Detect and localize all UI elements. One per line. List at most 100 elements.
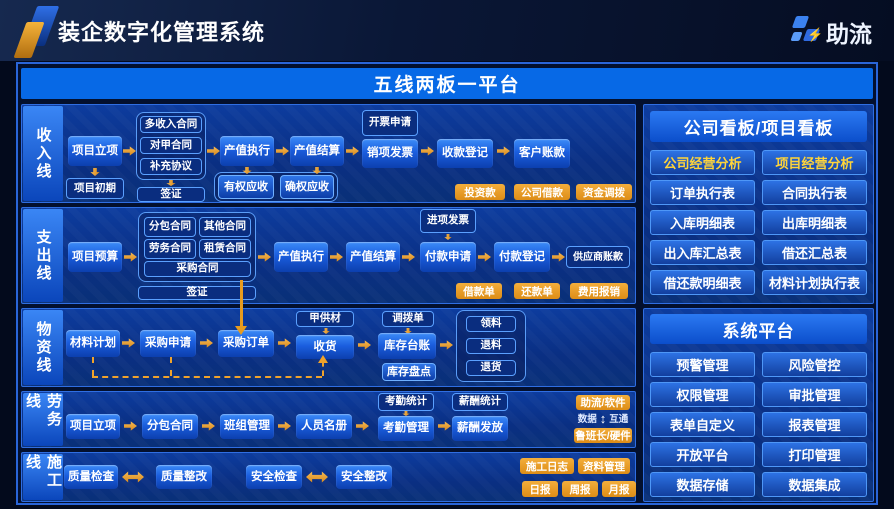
construction-line-label: 施工线 — [23, 454, 63, 500]
btn-material-plan-table: 材料计划执行表 — [762, 270, 867, 295]
node-output-exec: 产值执行 — [220, 136, 274, 166]
node-transfer-order: 调拨单 — [382, 311, 434, 327]
bolt-icon: ⚡ — [807, 27, 824, 42]
node-project-init: 项目立项 — [68, 136, 122, 166]
btn-risk-control: 风险管控 — [762, 352, 867, 377]
btn-borrow-detail-table: 借还款明细表 — [650, 270, 755, 295]
node-roster: 人员名册 — [296, 414, 352, 439]
node-invoice-apply: 开票申请 — [362, 110, 418, 136]
node-material-plan: 材料计划 — [66, 330, 120, 357]
tag-software: 助流/软件 — [576, 395, 630, 410]
arrow-down-icon — [242, 167, 252, 174]
brand-name: 助流 — [826, 21, 872, 47]
node-lease-contract: 租赁合同 — [199, 239, 251, 259]
btn-order-exec-table: 订单执行表 — [650, 180, 755, 205]
node-salary-stat: 薪酬统计 — [452, 393, 508, 411]
btn-open-platform: 开放平台 — [650, 442, 755, 467]
main-banner: 五线两板一平台 — [21, 68, 873, 99]
arrow-right-icon — [478, 252, 491, 262]
dashed-line — [92, 357, 94, 376]
node-visa: 签证 — [137, 187, 205, 202]
arrow-right-icon — [276, 146, 289, 156]
data-sync-row: 数据 ↕ 互通 — [566, 410, 640, 426]
arrow-down-icon — [166, 180, 176, 186]
app-title: 装企数字化管理系统 — [58, 20, 266, 45]
node-team-mgmt: 班组管理 — [220, 414, 274, 439]
node-sales-invoice: 销项发票 — [362, 139, 418, 168]
node-return-material: 退料 — [466, 338, 516, 354]
btn-inbound-detail-table: 入库明细表 — [650, 210, 755, 235]
arrow-right-icon — [200, 338, 213, 348]
tag-repay-bill: 还款单 — [514, 283, 560, 299]
system-panel-title: 系统平台 — [650, 314, 867, 344]
connector-purchase-line — [240, 280, 243, 326]
node-inventory-ledger: 库存台账 — [378, 333, 436, 359]
tag-expense-reimburse: 费用报销 — [570, 283, 628, 299]
node-project-init-labor: 项目立项 — [66, 414, 120, 439]
tag-fund-transfer: 资金调拨 — [576, 184, 632, 200]
node-entitled-receivable: 有权应收 — [218, 175, 274, 199]
node-project-early: 项目初期 — [66, 178, 124, 199]
arrow-right-icon — [202, 421, 215, 431]
node-confirmed-receivable: 确权应收 — [280, 175, 334, 199]
income-line-label: 收入线 — [23, 106, 63, 201]
node-attendance-stat: 考勤统计 — [378, 393, 434, 411]
node-supplement-agreement: 补充协议 — [140, 158, 202, 175]
arrow-right-icon — [356, 421, 369, 431]
header-bar — [0, 0, 894, 61]
tag-daily-report: 日报 — [522, 481, 558, 497]
btn-permission-mgmt: 权限管理 — [650, 382, 755, 407]
node-receipt-register: 收款登记 — [437, 139, 493, 168]
arrow-right-icon — [421, 146, 434, 156]
sync-right-label: 互通 — [609, 414, 629, 425]
arrow-right-icon — [258, 252, 271, 262]
arrow-right-icon — [552, 252, 565, 262]
connector-arrowhead-icon — [235, 326, 247, 335]
tag-construction-log: 施工日志 — [520, 458, 574, 474]
arrow-right-icon — [124, 421, 137, 431]
arrow-right-icon — [440, 340, 453, 350]
arrow-down-icon — [322, 328, 330, 334]
up-down-arrow-icon: ↕ — [599, 410, 607, 426]
arrow-down-icon — [90, 168, 100, 176]
double-arrow-icon — [306, 471, 328, 483]
node-input-invoice: 进项发票 — [420, 209, 476, 233]
node-output-exec-expense: 产值执行 — [274, 242, 328, 272]
node-attendance-mgmt: 考勤管理 — [378, 416, 434, 441]
tag-investment: 投资款 — [455, 184, 505, 200]
double-arrow-icon — [122, 471, 144, 483]
tag-hardware: 鲁班长/硬件 — [574, 428, 632, 443]
node-safety-rectify: 安全整改 — [336, 465, 392, 489]
node-pick-material: 领料 — [466, 316, 516, 332]
arrow-right-icon — [358, 340, 371, 350]
arrow-down-icon — [444, 234, 452, 240]
arrow-down-icon — [402, 411, 410, 416]
dashed-line — [92, 376, 322, 378]
arrow-right-icon — [497, 146, 510, 156]
tag-doc-mgmt: 资料管理 — [578, 458, 630, 474]
dashed-line — [322, 361, 324, 376]
tag-monthly-report: 月报 — [602, 481, 636, 497]
btn-alert-mgmt: 预警管理 — [650, 352, 755, 377]
btn-data-integration: 数据集成 — [762, 472, 867, 497]
node-subcontract: 分包合同 — [144, 217, 196, 237]
arrow-down-icon — [404, 328, 412, 334]
btn-approval-mgmt: 审批管理 — [762, 382, 867, 407]
arrow-right-icon — [438, 421, 451, 431]
node-inventory-count: 库存盘点 — [382, 363, 436, 381]
node-customer-account: 客户账款 — [514, 139, 570, 168]
tag-company-loan: 公司借款 — [514, 184, 570, 200]
node-salary-pay: 薪酬发放 — [452, 416, 508, 441]
node-purchase-apply: 采购申请 — [140, 330, 196, 357]
node-purchase-contract: 采购合同 — [144, 261, 251, 277]
dashed-line — [170, 357, 172, 376]
node-other-contract: 其他合同 — [199, 217, 251, 237]
node-visa-expense: 签证 — [138, 286, 256, 300]
material-line-label: 物资线 — [23, 310, 63, 385]
btn-outbound-detail-table: 出库明细表 — [762, 210, 867, 235]
btn-contract-exec-table: 合同执行表 — [762, 180, 867, 205]
node-output-settle-expense: 产值结算 — [346, 242, 400, 272]
brand-logo: ⚡ 助流 — [790, 13, 878, 49]
node-owner-contract: 对甲合同 — [140, 137, 202, 154]
arrow-right-icon — [402, 252, 415, 262]
